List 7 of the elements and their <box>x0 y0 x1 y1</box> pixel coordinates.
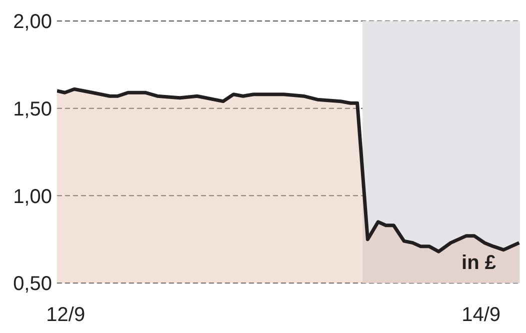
y-tick-label: 1,50 <box>13 98 52 120</box>
y-tick-label: 0,50 <box>13 273 52 296</box>
x-tick-label: 12/9 <box>46 304 86 326</box>
y-tick-label: 1,00 <box>13 186 52 208</box>
annotation: in £ <box>462 252 496 275</box>
x-tick-label: 14/9 <box>462 304 501 326</box>
y-tick-label: 2,00 <box>13 11 52 34</box>
